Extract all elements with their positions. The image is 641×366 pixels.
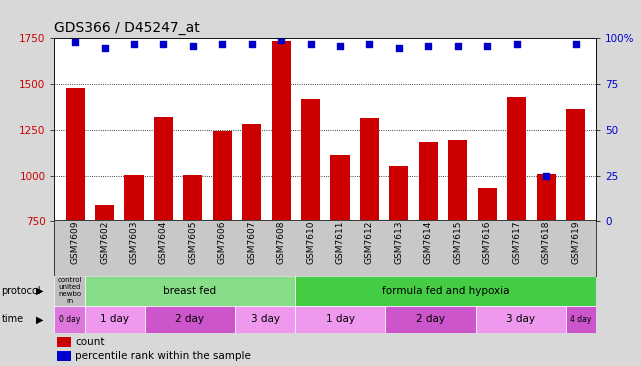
Text: ▶: ▶ [36,286,44,296]
Point [306,41,316,47]
Bar [235,306,296,333]
Bar [57,337,71,347]
Text: GSM7606: GSM7606 [218,221,227,264]
Bar [54,276,85,306]
Bar [566,109,585,359]
Bar [65,88,85,359]
Bar [448,140,467,359]
Text: time: time [1,314,24,324]
Point [99,45,110,51]
Text: GSM7617: GSM7617 [512,221,521,264]
Bar [54,306,85,333]
Bar [360,118,379,359]
Bar [154,117,173,359]
Bar [507,97,526,359]
Text: ▶: ▶ [36,314,44,324]
Bar [213,131,232,359]
Text: formula fed and hypoxia: formula fed and hypoxia [382,286,510,296]
Point [217,41,228,47]
Text: GDS366 / D45247_at: GDS366 / D45247_at [54,20,200,35]
Bar [296,276,596,306]
Text: GSM7604: GSM7604 [159,221,168,264]
Text: GSM7615: GSM7615 [453,221,462,264]
Bar [85,306,145,333]
Point [423,43,433,49]
Text: breast fed: breast fed [163,286,217,296]
Text: 2 day: 2 day [416,314,445,324]
Bar [183,175,203,359]
Bar [419,142,438,359]
Text: 0 day: 0 day [59,315,80,324]
Bar [331,155,349,359]
Point [482,43,492,49]
Point [247,41,257,47]
Text: protocol: protocol [1,286,41,296]
Text: GSM7611: GSM7611 [335,221,344,264]
Bar [272,41,291,359]
Text: control
united
newbo
rn: control united newbo rn [57,277,81,305]
Text: percentile rank within the sample: percentile rank within the sample [75,351,251,361]
Bar [389,165,408,359]
Text: GSM7619: GSM7619 [571,221,580,264]
Bar [566,306,596,333]
Bar [478,188,497,359]
Bar [57,351,71,361]
Text: 1 day: 1 day [326,314,355,324]
Bar [124,175,144,359]
Point [512,41,522,47]
Point [129,41,139,47]
Point [335,43,345,49]
Text: 3 day: 3 day [251,314,279,324]
Point [364,41,374,47]
Text: GSM7618: GSM7618 [542,221,551,264]
Bar [85,276,296,306]
Point [276,37,287,43]
Text: 2 day: 2 day [176,314,204,324]
Point [541,173,551,179]
Text: GSM7612: GSM7612 [365,221,374,264]
Point [70,39,80,45]
Text: GSM7610: GSM7610 [306,221,315,264]
Point [570,41,581,47]
Text: GSM7616: GSM7616 [483,221,492,264]
Text: GSM7605: GSM7605 [188,221,197,264]
Text: 3 day: 3 day [506,314,535,324]
Bar [296,306,385,333]
Text: 1 day: 1 day [100,314,129,324]
Point [453,43,463,49]
Bar [385,306,476,333]
Text: GSM7614: GSM7614 [424,221,433,264]
Point [158,41,169,47]
Point [394,45,404,51]
Text: GSM7602: GSM7602 [100,221,109,264]
Text: GSM7608: GSM7608 [277,221,286,264]
Text: 4 day: 4 day [570,315,592,324]
Point [188,43,198,49]
Bar [95,205,114,359]
Bar [301,99,320,359]
Text: GSM7613: GSM7613 [394,221,403,264]
Text: GSM7607: GSM7607 [247,221,256,264]
Text: count: count [75,337,104,347]
Text: GSM7609: GSM7609 [71,221,79,264]
Text: GSM7603: GSM7603 [129,221,138,264]
Bar [537,174,556,359]
Bar [145,306,235,333]
Bar [242,124,262,359]
Bar [476,306,566,333]
